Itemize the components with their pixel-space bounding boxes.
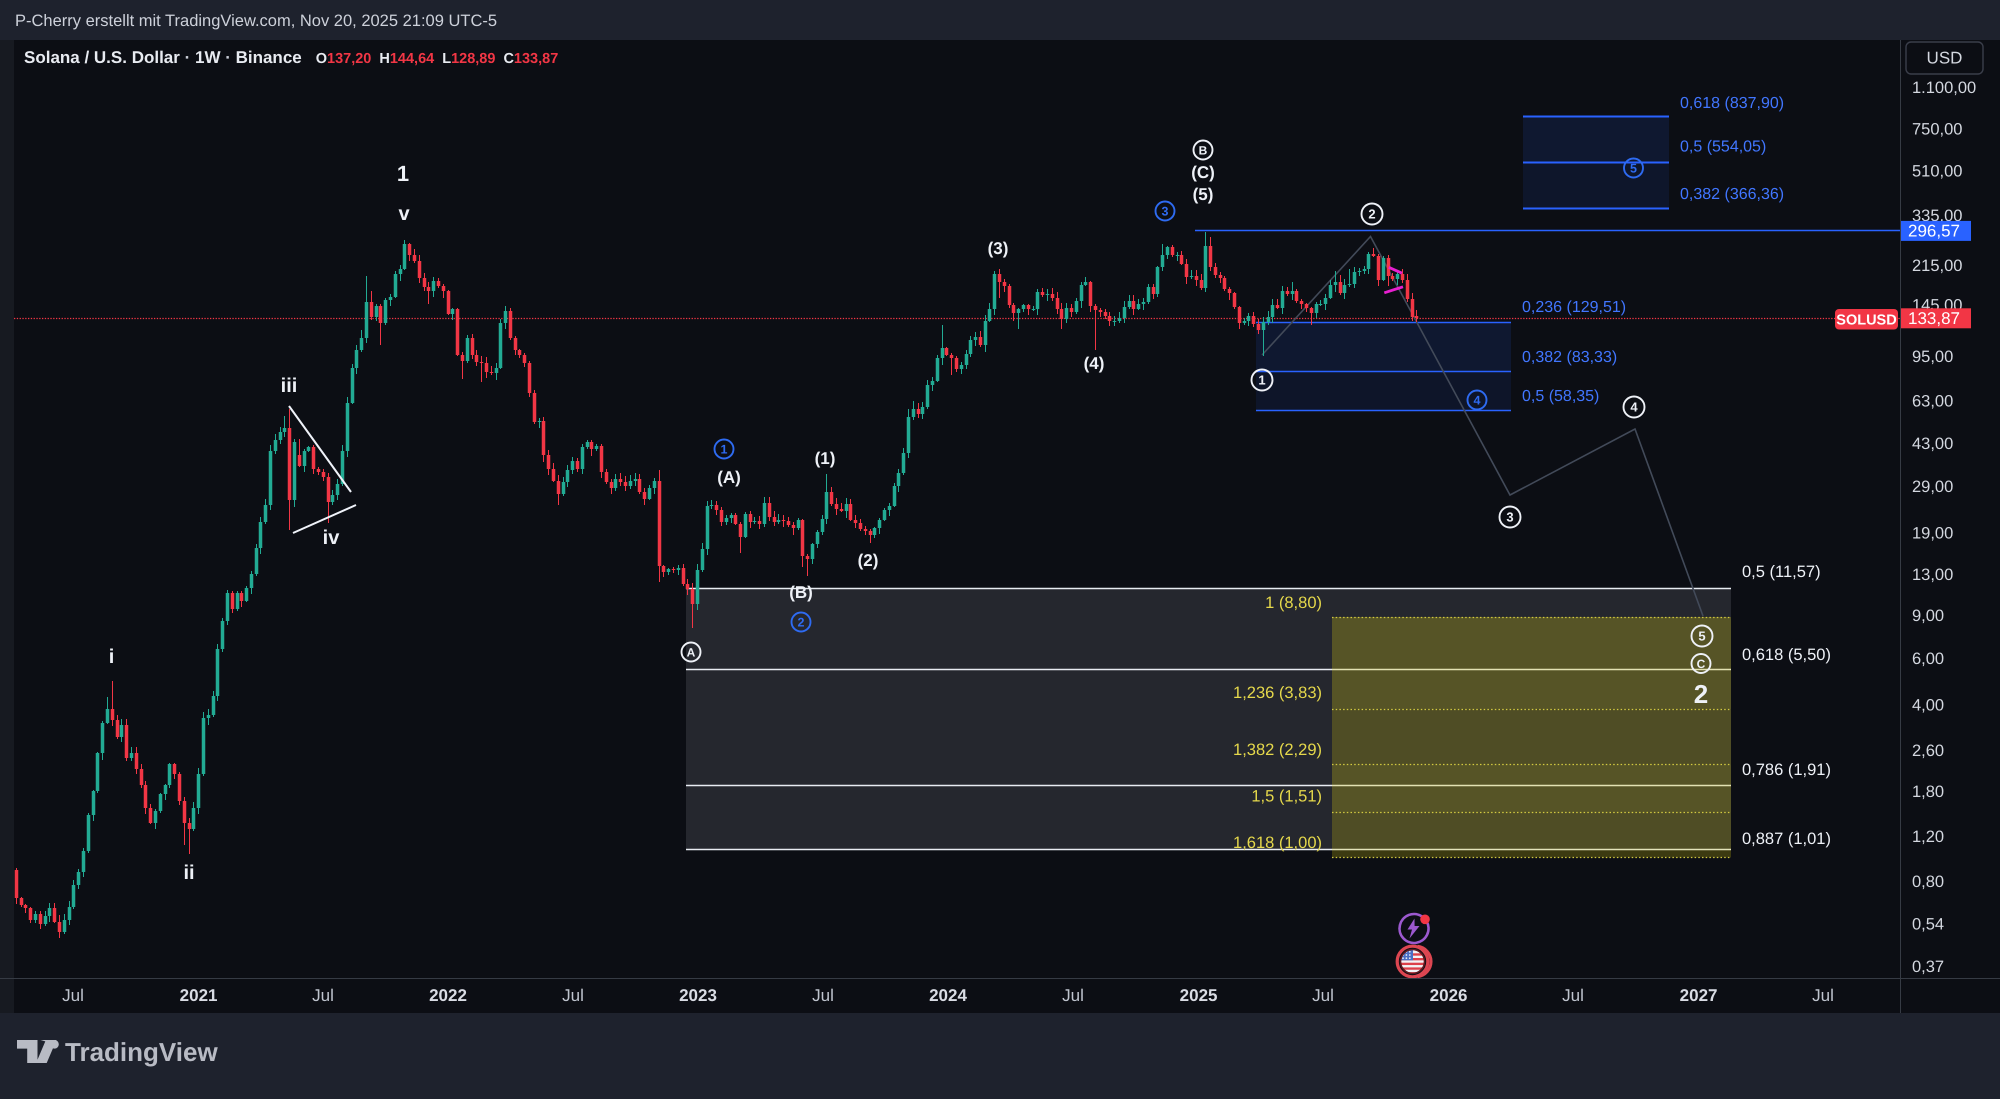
svg-text:Jul: Jul [1312,986,1334,1005]
svg-text:95,00: 95,00 [1912,348,1953,366]
svg-text:0,5 (554,05): 0,5 (554,05) [1680,139,1766,156]
svg-text:133,87: 133,87 [1908,309,1960,328]
svg-text:63,00: 63,00 [1912,392,1953,410]
svg-text:Jul: Jul [1062,986,1084,1005]
svg-text:TradingView: TradingView [65,1037,218,1067]
svg-text:4: 4 [1474,394,1481,408]
svg-text:43,00: 43,00 [1912,435,1953,453]
svg-text:iii: iii [281,375,298,397]
svg-text:0,54: 0,54 [1912,916,1944,934]
svg-text:(5): (5) [1193,185,1214,204]
svg-text:19,00: 19,00 [1912,525,1953,543]
svg-text:2025: 2025 [1180,986,1218,1005]
svg-text:0,786 (1,91): 0,786 (1,91) [1742,761,1831,779]
svg-text:Jul: Jul [1812,986,1834,1005]
svg-text:0,236 (129,51): 0,236 (129,51) [1522,299,1626,316]
svg-text:C: C [1697,657,1706,671]
svg-text:1 (8,80): 1 (8,80) [1265,594,1322,612]
svg-text:(1): (1) [815,449,836,468]
svg-text:0,618 (837,90): 0,618 (837,90) [1680,95,1784,112]
svg-text:i: i [109,646,115,668]
svg-text:1: 1 [721,443,728,457]
svg-text:v: v [398,203,410,225]
svg-text:2: 2 [1368,207,1375,222]
svg-text:(C): (C) [1191,163,1215,182]
svg-text:(2): (2) [858,551,879,570]
svg-text:1: 1 [397,161,409,186]
svg-text:9,00: 9,00 [1912,607,1944,625]
svg-text:5: 5 [1698,629,1705,644]
svg-text:B: B [1199,143,1208,157]
svg-text:Jul: Jul [1562,986,1584,1005]
svg-text:0,887 (1,01): 0,887 (1,01) [1742,830,1831,848]
svg-text:1.100,00: 1.100,00 [1912,79,1976,97]
svg-text:6,00: 6,00 [1912,650,1944,668]
svg-text:(4): (4) [1084,354,1105,373]
svg-text:Solana / U.S. Dollar · 1W · Bi: Solana / U.S. Dollar · 1W · Binance O137,… [24,48,558,67]
svg-text:SOLUSD: SOLUSD [1836,312,1896,328]
svg-text:0,5 (58,35): 0,5 (58,35) [1522,388,1599,405]
svg-text:29,00: 29,00 [1912,478,1953,496]
svg-text:Jul: Jul [562,986,584,1005]
svg-text:(3): (3) [988,239,1009,258]
svg-text:1: 1 [1258,373,1265,388]
svg-text:0,382 (366,36): 0,382 (366,36) [1680,186,1784,203]
svg-text:2027: 2027 [1680,986,1718,1005]
svg-text:0,80: 0,80 [1912,873,1944,891]
svg-text:2023: 2023 [679,986,717,1005]
svg-text:(A): (A) [717,468,741,487]
svg-text:(B): (B) [789,583,813,602]
svg-text:4,00: 4,00 [1912,696,1944,714]
svg-text:2,60: 2,60 [1912,742,1944,760]
svg-text:1,382 (2,29): 1,382 (2,29) [1233,741,1322,759]
svg-text:335,00: 335,00 [1912,207,1962,225]
svg-text:0,5 (11,57): 0,5 (11,57) [1742,563,1821,581]
svg-text:2022: 2022 [429,986,467,1005]
svg-text:Jul: Jul [312,986,334,1005]
svg-text:2024: 2024 [929,986,967,1005]
svg-text:2021: 2021 [180,986,218,1005]
svg-text:1,618 (1,00): 1,618 (1,00) [1233,834,1322,852]
svg-text:ii: ii [183,862,194,884]
svg-text:215,00: 215,00 [1912,257,1962,275]
svg-text:USD: USD [1927,49,1963,68]
svg-text:0,37: 0,37 [1912,958,1944,976]
svg-text:1,80: 1,80 [1912,783,1944,801]
svg-text:Jul: Jul [62,986,84,1005]
svg-text:0,382 (83,33): 0,382 (83,33) [1522,349,1617,366]
svg-text:2: 2 [1694,679,1708,709]
svg-text:1,5 (1,51): 1,5 (1,51) [1251,788,1322,806]
svg-text:1,20: 1,20 [1912,828,1944,846]
svg-text:296,57: 296,57 [1908,221,1960,240]
svg-text:A: A [687,645,696,659]
svg-text:3: 3 [1506,510,1513,525]
svg-text:510,00: 510,00 [1912,163,1962,181]
svg-text:Jul: Jul [812,986,834,1005]
svg-text:0,618 (5,50): 0,618 (5,50) [1742,646,1831,664]
svg-text:P-Cherry erstellt mit TradingV: P-Cherry erstellt mit TradingView.com, N… [15,12,497,30]
svg-text:2026: 2026 [1430,986,1468,1005]
svg-text:5: 5 [1630,162,1637,176]
svg-text:iv: iv [323,527,341,549]
svg-text:750,00: 750,00 [1912,121,1962,139]
svg-text:3: 3 [1162,205,1169,219]
svg-text:13,00: 13,00 [1912,566,1953,584]
svg-text:1,236 (3,83): 1,236 (3,83) [1233,684,1322,702]
svg-text:4: 4 [1630,400,1638,415]
svg-text:2: 2 [798,616,805,630]
